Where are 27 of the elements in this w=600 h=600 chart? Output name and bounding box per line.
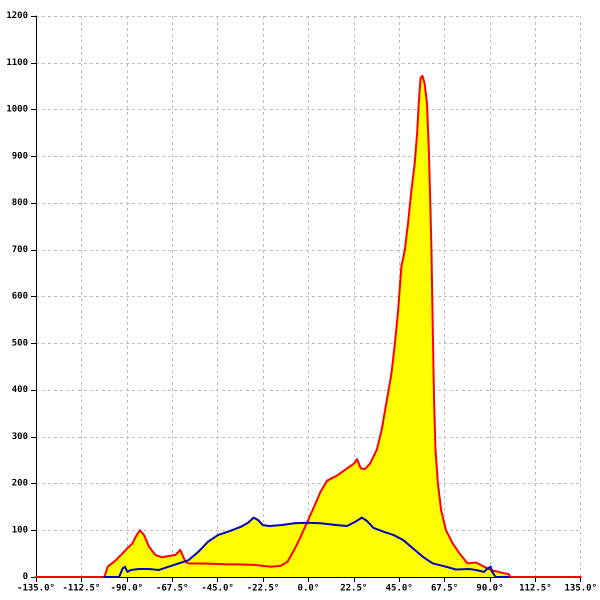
y-tick-label: 800 (12, 198, 28, 208)
x-tick-label: -135.0° (17, 584, 55, 594)
y-tick-label: 500 (12, 338, 28, 348)
x-tick-label: 67.5° (431, 584, 458, 594)
y-tick-label: 1000 (6, 104, 28, 114)
line-series (103, 516, 510, 578)
y-tick-label: 0 (22, 572, 28, 582)
x-tick-label: 0.0° (298, 584, 320, 594)
x-tick-label: 90.0° (476, 584, 504, 594)
y-tick-label: 1100 (6, 58, 28, 68)
y-tick-label: 400 (12, 385, 28, 395)
y-tick-label: 600 (12, 292, 28, 302)
x-tick-label: -22.5° (246, 584, 280, 594)
x-tick-label: -67.5° (156, 584, 188, 594)
x-tick-label: -45.0° (201, 584, 234, 594)
y-tick-label: 300 (12, 432, 28, 442)
x-tick-label: 45.0° (386, 584, 413, 594)
x-tick-label: 135.0° (564, 584, 597, 594)
y-tick-label: 200 (12, 478, 28, 488)
y-tick-label: 900 (12, 151, 28, 162)
x-tick-label: -112.5° (62, 584, 100, 594)
x-tick-label: 22.5° (340, 584, 368, 594)
y-tick-label: 100 (12, 525, 28, 536)
y-tick-label: 1200 (6, 11, 28, 21)
x-tick-label: -90.0° (110, 584, 144, 594)
x-tick-label: 112.5° (519, 584, 552, 594)
y-tick-label: 700 (12, 244, 28, 255)
